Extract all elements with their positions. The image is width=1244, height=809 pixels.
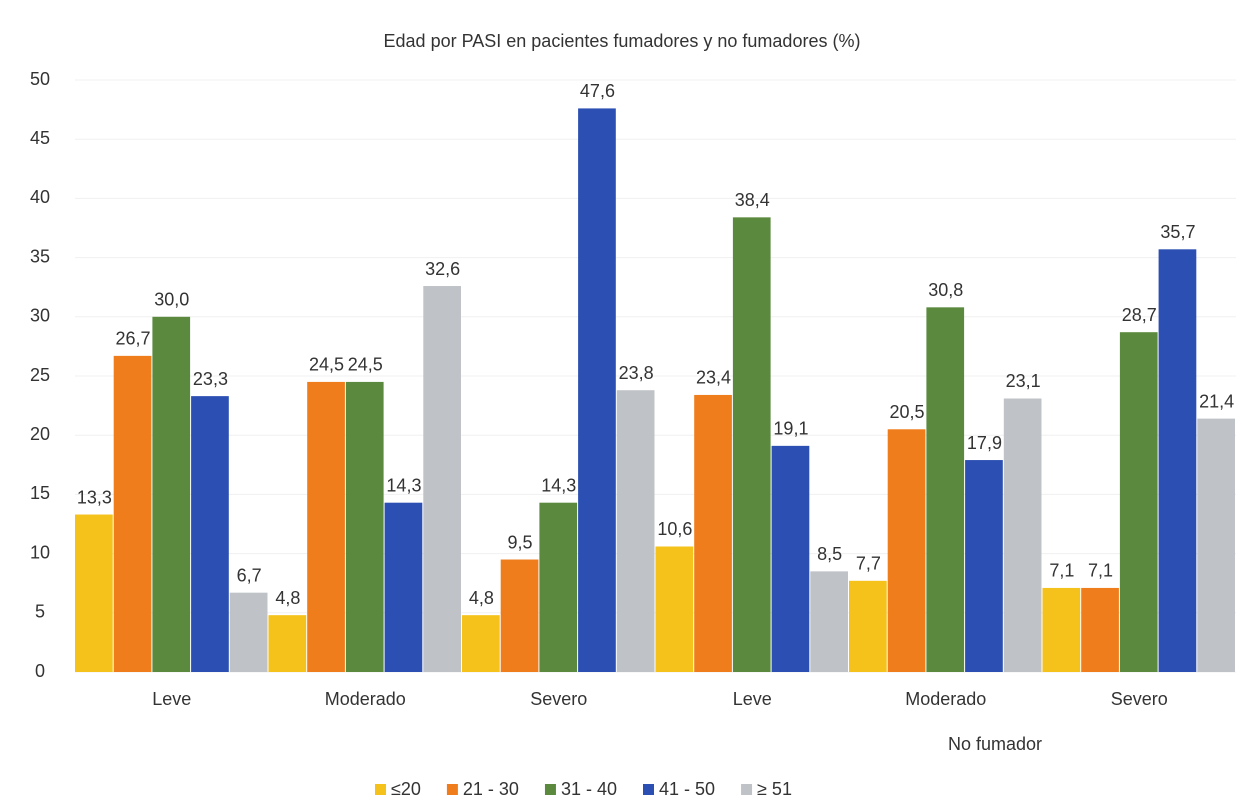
- legend-swatch: [375, 784, 386, 795]
- bar: [694, 394, 732, 672]
- bar: [1081, 587, 1119, 672]
- bar: [152, 316, 191, 672]
- data-label: 4,8: [275, 588, 300, 608]
- legend-swatch: [446, 784, 458, 795]
- data-label: 30,8: [928, 280, 963, 300]
- group-label: No fumador: [948, 734, 1042, 754]
- bar: [1158, 249, 1197, 672]
- y-tick-label: 15: [30, 483, 50, 503]
- y-tick-label: 35: [30, 246, 50, 266]
- data-label: 7,7: [856, 554, 881, 574]
- data-label: 24,5: [348, 355, 383, 375]
- data-label: 30,0: [154, 290, 189, 310]
- legend-swatch: [643, 784, 654, 795]
- data-label: 23,8: [619, 363, 654, 383]
- bar: [655, 546, 694, 672]
- data-label: 35,7: [1160, 222, 1195, 242]
- data-label: 14,3: [541, 475, 576, 495]
- chart-title: Edad por PASI en pacientes fumadores y n…: [384, 31, 861, 51]
- legend-swatch: [544, 784, 556, 795]
- data-label: 9,5: [508, 532, 533, 552]
- y-tick-label: 25: [30, 365, 50, 385]
- bar: [578, 108, 616, 672]
- legend-label: 21 - 30: [463, 779, 519, 799]
- y-tick-label: 50: [30, 69, 50, 89]
- data-label: 19,1: [773, 419, 808, 439]
- data-label: 14,3: [386, 475, 421, 495]
- data-label: 47,6: [580, 81, 615, 101]
- y-tick-label: 45: [30, 128, 50, 148]
- y-tick-label: 10: [30, 542, 50, 562]
- bar: [965, 460, 1003, 672]
- bar: [849, 580, 887, 672]
- legend-swatch: [741, 784, 753, 795]
- data-label: 7,1: [1088, 561, 1113, 581]
- bar: [75, 514, 113, 672]
- bar: [500, 559, 539, 672]
- legend-label: ≤20: [391, 779, 421, 799]
- y-tick-label: 40: [30, 187, 50, 207]
- data-label: 4,8: [469, 588, 494, 608]
- data-label: 38,4: [735, 190, 770, 210]
- x-tick-label: Leve: [733, 689, 772, 709]
- data-label: 23,3: [193, 369, 228, 389]
- data-label: 23,4: [696, 368, 731, 388]
- x-tick-label: Moderado: [325, 689, 406, 709]
- bar: [1197, 418, 1235, 672]
- data-label: 6,7: [237, 565, 262, 585]
- data-label: 13,3: [77, 487, 112, 507]
- bar: [887, 429, 926, 672]
- legend-label: ≥ 51: [757, 779, 792, 799]
- x-tick-label: Severo: [530, 689, 587, 709]
- bar: [384, 502, 423, 672]
- data-label: 26,7: [116, 329, 151, 349]
- data-label: 23,1: [1006, 371, 1041, 391]
- legend-label: 41 - 50: [659, 779, 715, 799]
- bar: [1119, 332, 1158, 672]
- bar: [462, 615, 500, 672]
- bar: [191, 396, 229, 672]
- bar: [771, 445, 810, 672]
- x-tick-label: Moderado: [905, 689, 986, 709]
- bar: [113, 355, 152, 672]
- bar: [1042, 587, 1081, 672]
- data-label: 32,6: [425, 259, 460, 279]
- data-label: 28,7: [1122, 305, 1157, 325]
- bar: [539, 502, 578, 672]
- data-label: 10,6: [657, 519, 692, 539]
- bar: [732, 217, 771, 672]
- bar: [926, 307, 965, 672]
- data-label: 7,1: [1049, 561, 1074, 581]
- data-label: 21,4: [1199, 391, 1234, 411]
- data-label: 24,5: [309, 355, 344, 375]
- bar: [307, 381, 345, 672]
- bar: [1003, 398, 1042, 672]
- y-tick-label: 20: [30, 424, 50, 444]
- bar: [229, 592, 268, 672]
- bar: [268, 615, 307, 672]
- y-tick-label: 5: [35, 602, 45, 622]
- bar: [616, 390, 655, 672]
- data-label: 20,5: [890, 402, 925, 422]
- x-tick-label: Severo: [1111, 689, 1168, 709]
- data-label: 17,9: [967, 433, 1002, 453]
- x-tick-label: Leve: [152, 689, 191, 709]
- legend-label: 31 - 40: [561, 779, 617, 799]
- bar: [423, 286, 461, 672]
- data-label: 8,5: [817, 544, 842, 564]
- y-tick-label: 30: [30, 306, 50, 326]
- bar: [345, 381, 384, 672]
- y-tick-label: 0: [35, 661, 45, 681]
- bar: [810, 571, 848, 672]
